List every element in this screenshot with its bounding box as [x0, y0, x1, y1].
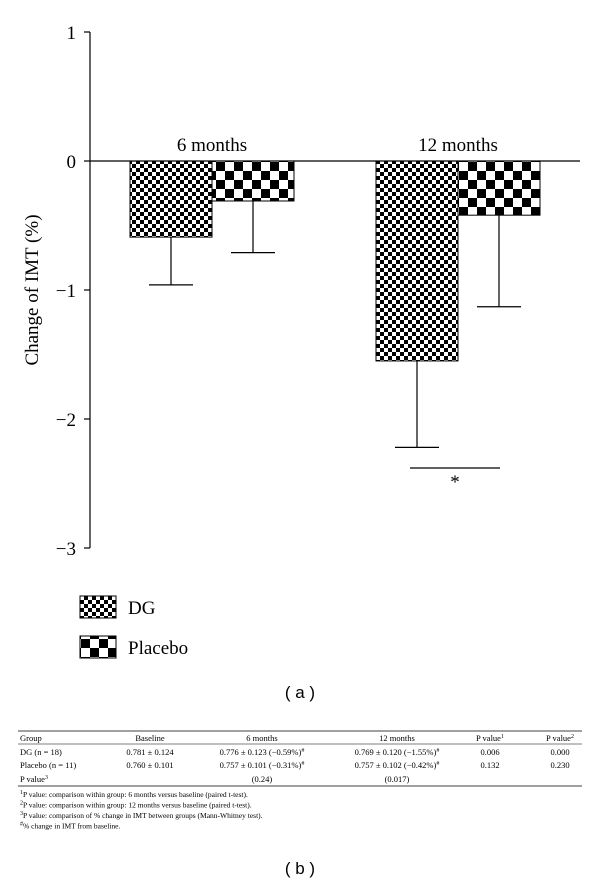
footnote-text: % change in IMT from baseline. [23, 822, 120, 831]
table-cell: 0.757 ± 0.101 (−0.31%)# [220, 760, 305, 770]
table-cell: (0.24) [252, 774, 273, 784]
footnote-text: P value: comparison within group: 12 mon… [23, 801, 252, 810]
y-tick-label: 0 [67, 152, 77, 173]
y-tick-label: −1 [56, 281, 76, 302]
table-cell: DG (n = 18) [20, 747, 62, 757]
table-cell: 12 months [379, 733, 415, 743]
footnote: #% change in IMT from baseline. [20, 822, 120, 831]
y-tick-label: −2 [56, 410, 76, 431]
cell-sup: # [301, 748, 304, 754]
table-cell: 0.132 [480, 760, 499, 770]
y-tick-label: 1 [67, 23, 77, 44]
cell-sup: 2 [571, 734, 574, 740]
table-cell: Baseline [135, 733, 164, 743]
cell-text: P value [476, 733, 501, 743]
bar [375, 160, 459, 362]
cell-text: 0.776 ± 0.123 (−0.59%) [220, 747, 302, 757]
table-cell: 0.006 [480, 747, 499, 757]
footnote-sup: 2 [20, 801, 23, 807]
bar [129, 160, 213, 238]
table-cell: Group [20, 733, 42, 743]
table-cell: (0.017) [385, 774, 410, 784]
cell-text: 0.757 ± 0.101 (−0.31%) [220, 760, 302, 770]
legend-label: Placebo [128, 638, 188, 659]
table-cell: 0.781 ± 0.124 [126, 747, 174, 757]
bar [457, 160, 541, 216]
category-label: 6 months [177, 135, 247, 156]
footnote: 3P value: comparison of % change in IMT … [20, 811, 263, 820]
y-axis-label: Change of IMT (%) [22, 214, 43, 365]
table-cell: P value3 [20, 774, 48, 784]
y-tick-label: −3 [56, 539, 76, 560]
footnote-sup: 1 [20, 790, 23, 796]
panel-label: ( b ) [285, 859, 315, 878]
footnote-text: P value: comparison within group: 6 mont… [23, 790, 248, 799]
footnote-sup: # [20, 822, 23, 828]
panel-label: ( a ) [285, 683, 315, 702]
table-cell: 0.776 ± 0.123 (−0.59%)# [220, 747, 305, 757]
legend-label: DG [128, 598, 156, 619]
footnote-text: P value: comparison of % change in IMT b… [23, 811, 263, 820]
table-cell: 0.760 ± 0.101 [126, 760, 173, 770]
table-cell: 0.230 [550, 760, 569, 770]
footnote: 1P value: comparison within group: 6 mon… [20, 790, 248, 799]
cell-text: P value [546, 733, 571, 743]
table-cell: 6 months [246, 733, 277, 743]
cell-sup: # [436, 761, 439, 767]
cell-text: 0.757 ± 0.102 (−0.42%) [355, 760, 437, 770]
category-label: 12 months [418, 135, 498, 156]
table-cell: 0.757 ± 0.102 (−0.42%)# [355, 760, 440, 770]
annotation: * [450, 472, 460, 493]
cell-sup: # [301, 761, 304, 767]
cell-text: 0.769 ± 0.120 (−1.55%) [355, 747, 437, 757]
table-cell: P value2 [546, 733, 574, 743]
footnote-sup: 3 [20, 811, 23, 817]
table-cell: 0.769 ± 0.120 (−1.55%)# [355, 747, 440, 757]
legend-swatch [79, 635, 117, 659]
table-cell: P value1 [476, 733, 504, 743]
table-cell: 0.000 [550, 747, 569, 757]
legend-swatch [79, 595, 117, 619]
bar [211, 160, 295, 202]
cell-sup: 1 [501, 734, 504, 740]
footnote: 2P value: comparison within group: 12 mo… [20, 801, 252, 810]
cell-sup: # [436, 748, 439, 754]
cell-text: P value [20, 774, 45, 784]
cell-sup: 3 [45, 775, 48, 781]
table-cell: Placebo (n = 11) [20, 760, 76, 770]
